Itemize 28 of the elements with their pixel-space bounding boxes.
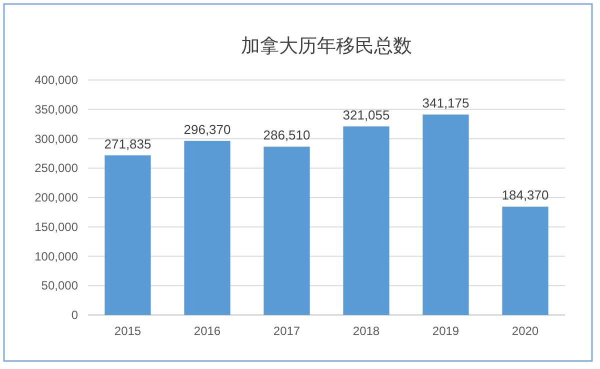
x-tick-label: 2017 bbox=[273, 324, 300, 338]
data-label: 296,370 bbox=[184, 122, 231, 137]
data-label: 286,510 bbox=[263, 128, 310, 143]
y-tick-label: 350,000 bbox=[34, 102, 78, 116]
y-tick-label: 50,000 bbox=[41, 278, 78, 293]
x-tick-label: 2020 bbox=[512, 324, 539, 338]
bar bbox=[343, 126, 390, 315]
chart-title: 加拿大历年移民总数 bbox=[241, 36, 412, 57]
x-tick-label: 2018 bbox=[352, 324, 380, 338]
y-tick-label: 400,000 bbox=[34, 73, 78, 87]
data-label: 184,370 bbox=[502, 188, 549, 203]
x-tick-label: 2015 bbox=[114, 324, 142, 338]
bar bbox=[184, 140, 230, 315]
data-label: 271,835 bbox=[104, 136, 152, 152]
x-tick-label: 2016 bbox=[194, 324, 221, 338]
bar bbox=[104, 155, 151, 315]
y-tick-label: 300,000 bbox=[34, 132, 78, 146]
bar bbox=[502, 206, 548, 315]
y-tick-label: 100,000 bbox=[34, 249, 78, 264]
data-label: 341,175 bbox=[422, 96, 470, 111]
y-tick-label: 150,000 bbox=[34, 220, 78, 234]
bar bbox=[422, 114, 469, 315]
bar bbox=[264, 146, 310, 315]
data-label: 321,055 bbox=[342, 107, 390, 122]
x-tick-label: 2019 bbox=[432, 324, 460, 338]
y-tick-label: 250,000 bbox=[34, 161, 78, 176]
y-tick-label: 0 bbox=[71, 308, 78, 322]
y-tick-label: 200,000 bbox=[34, 190, 78, 204]
